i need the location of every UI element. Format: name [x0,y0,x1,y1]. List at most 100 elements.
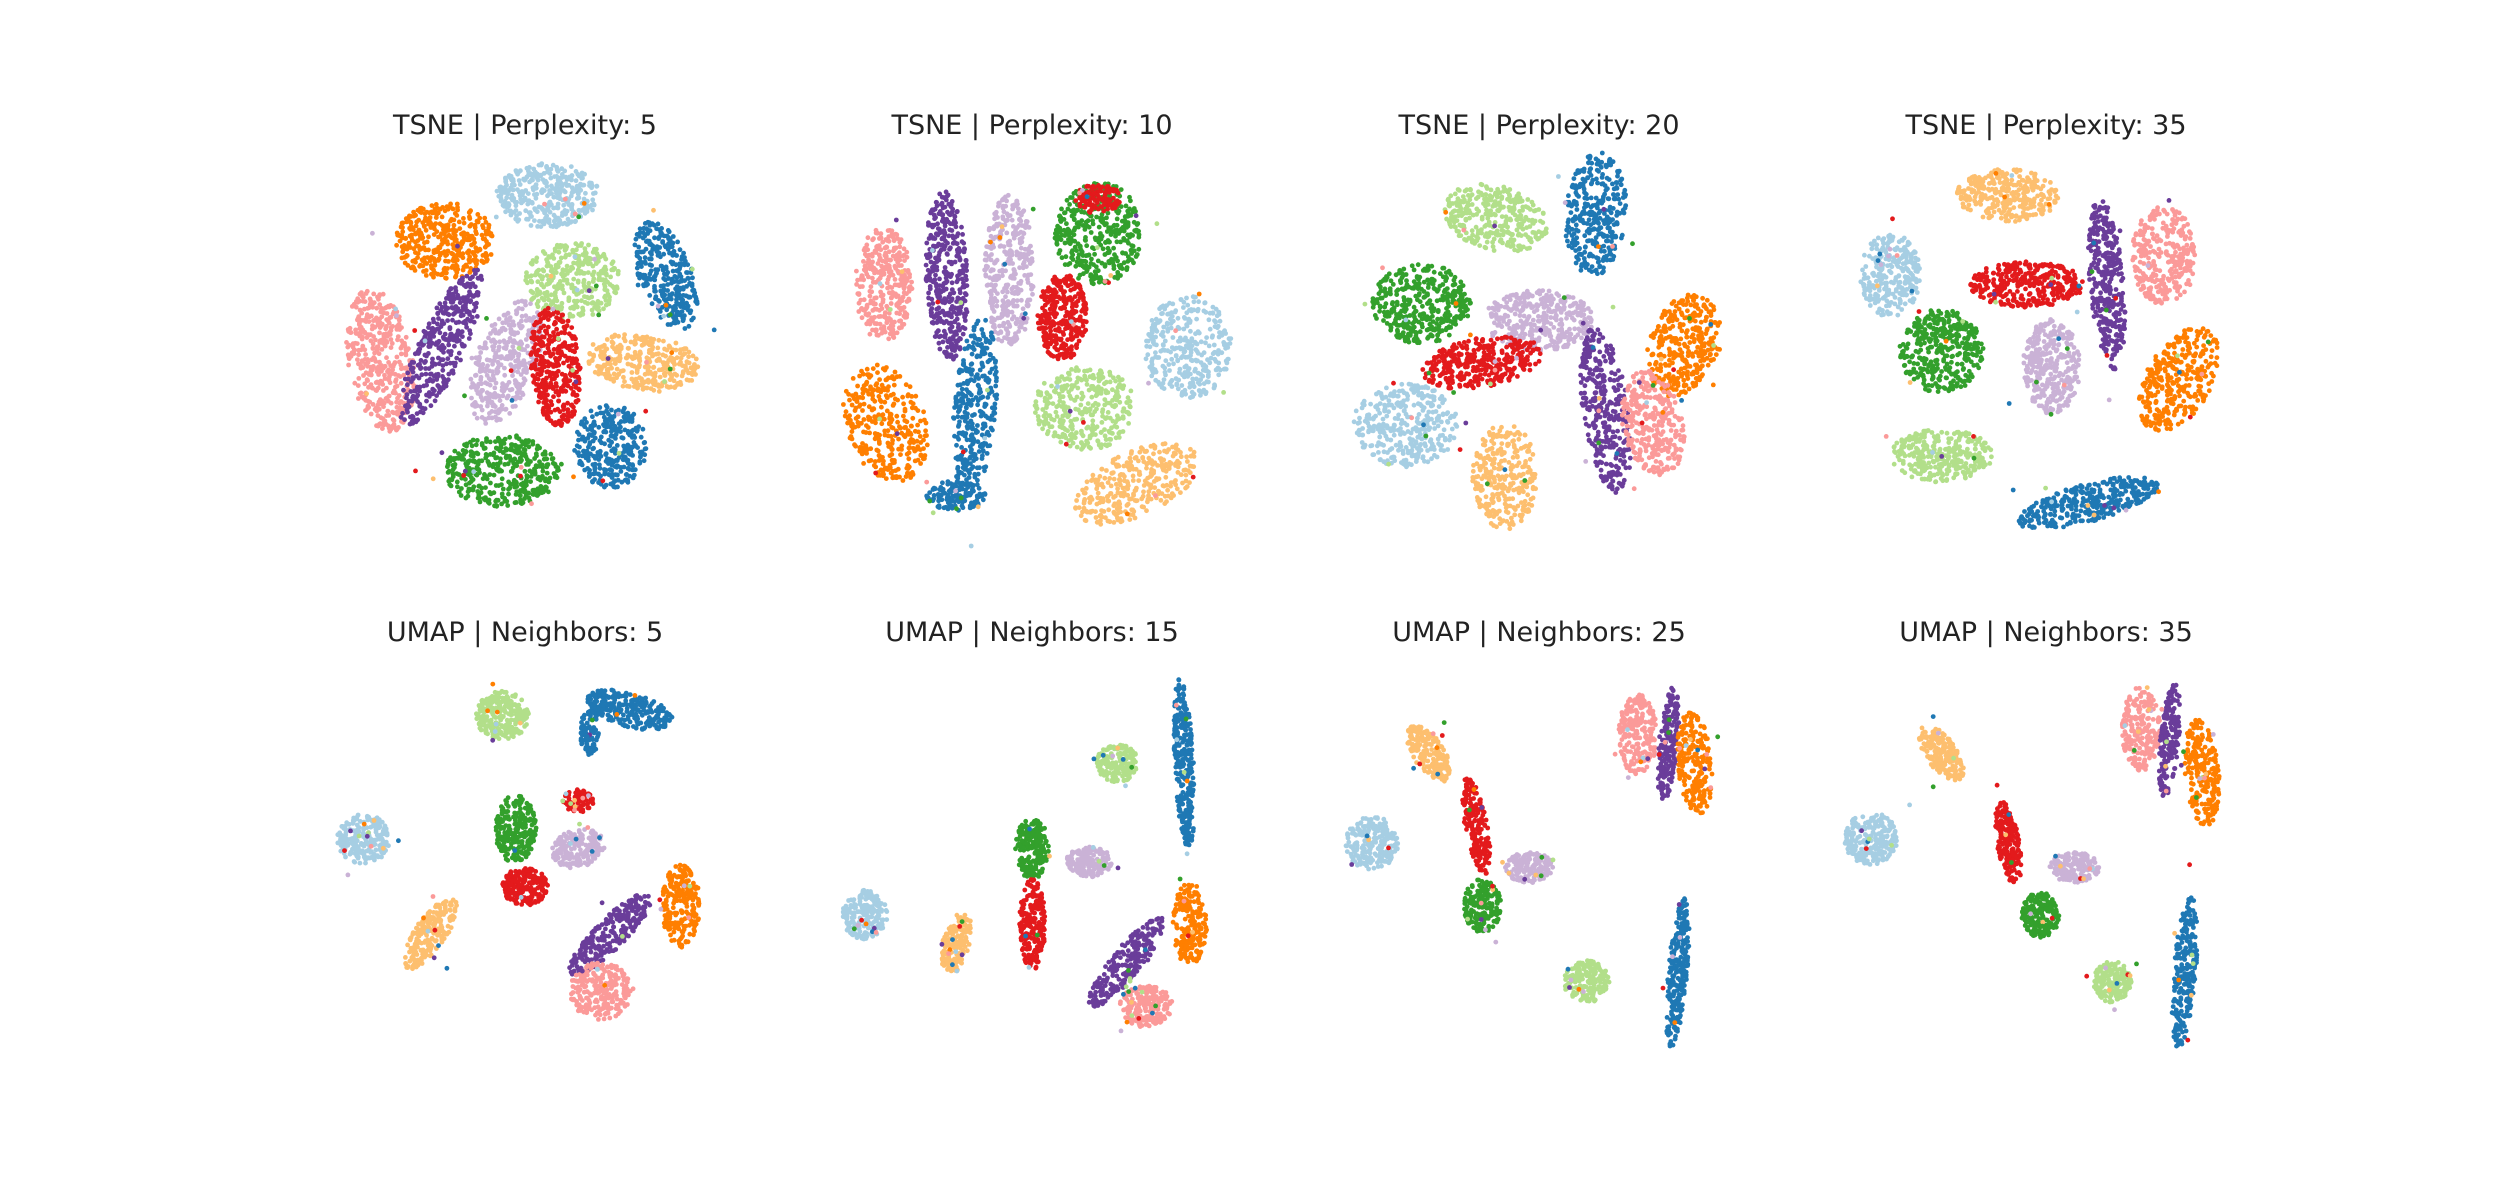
data-point [1000,273,1005,279]
data-point [956,322,961,327]
data-point [627,384,632,389]
data-point [612,423,618,429]
data-point [654,358,660,364]
data-point [561,402,567,408]
data-point [959,276,965,282]
data-point [470,257,476,263]
data-point [469,355,475,361]
data-point [1009,217,1015,223]
data-point [472,253,478,259]
data-point [529,501,534,507]
data-point [524,216,529,222]
data-point [552,407,558,413]
data-point [947,299,952,305]
data-point [590,462,596,467]
cluster-c8 [468,298,544,426]
data-point [353,299,359,304]
data-point [561,360,566,366]
data-point [926,255,931,261]
data-point [356,376,362,381]
data-point [623,445,628,451]
data-point [346,342,352,348]
data-point [608,274,613,280]
data-point [529,261,535,267]
data-point [542,201,547,207]
data-point [1005,313,1010,318]
data-point [484,365,489,371]
data-point [415,238,421,243]
data-point [565,358,570,363]
data-point [377,422,382,427]
data-point [530,491,536,497]
data-point [570,313,576,319]
data-point [615,477,621,483]
data-point [385,369,390,374]
data-point [711,327,717,333]
data-point [379,323,384,328]
data-point [642,259,648,265]
data-point [926,220,931,226]
data-point [926,302,932,307]
data-point [881,324,887,330]
data-point [475,292,481,298]
data-point [364,315,370,320]
data-point [609,448,615,454]
data-point [630,356,636,362]
data-point [410,264,416,270]
data-point [640,386,646,392]
data-point [942,265,948,270]
data-point [375,344,381,349]
data-point [556,249,562,255]
data-point [462,468,468,474]
data-point [661,233,667,239]
data-point [472,404,478,409]
data-point [482,495,488,501]
data-point [584,448,590,454]
data-point [888,295,894,301]
data-point [999,314,1005,319]
data-point [409,237,415,243]
data-point [692,363,698,369]
data-point [492,503,497,509]
data-point [381,404,386,410]
data-point [390,367,395,373]
data-point [590,312,596,317]
data-point [570,249,576,255]
data-point [484,390,490,396]
data-point [994,257,1000,263]
data-point [556,467,561,473]
data-point [657,299,662,304]
data-point [557,409,563,415]
data-point [416,227,422,233]
data-point [490,361,495,367]
data-point [670,234,676,239]
data-point [509,398,515,403]
data-point [602,349,607,354]
data-point [436,256,442,262]
data-point [667,312,673,318]
data-point [541,334,547,340]
data-point [632,334,638,340]
data-point [505,188,510,194]
data-point [389,371,395,376]
data-point [940,205,946,211]
data-point [1014,252,1020,258]
data-point [904,249,910,255]
data-point [694,299,700,304]
data-point [641,440,647,446]
data-point [590,438,596,444]
data-point [547,339,553,344]
data-point [943,197,949,203]
data-point [638,454,643,460]
data-point [461,216,466,221]
data-point [612,285,617,290]
data-point [1000,289,1006,295]
data-point [624,355,630,361]
data-point [458,313,464,319]
data-point [448,204,453,210]
cluster-c5 [528,305,583,428]
data-point [552,376,557,382]
data-point [649,301,655,307]
data-point [518,482,524,487]
data-point [486,242,492,247]
